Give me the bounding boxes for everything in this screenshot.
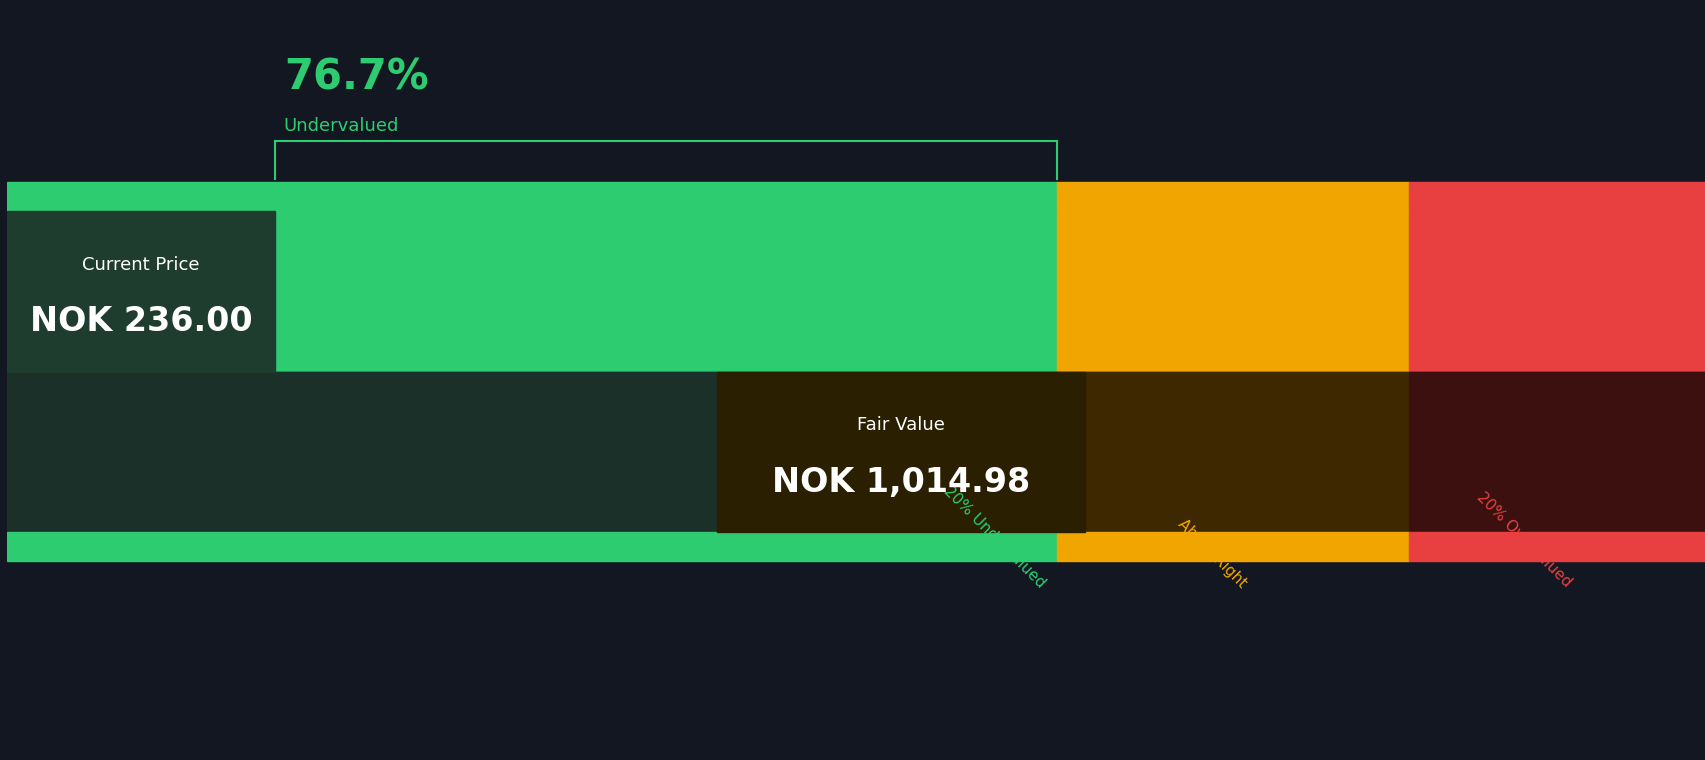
Bar bbox=[1057, 211, 1408, 372]
Text: NOK 236.00: NOK 236.00 bbox=[29, 306, 252, 338]
Bar bbox=[1057, 532, 1408, 561]
Bar bbox=[7, 182, 1057, 211]
Text: 20% Undervalued: 20% Undervalued bbox=[941, 483, 1049, 591]
Bar bbox=[7, 372, 1057, 532]
Bar bbox=[1408, 211, 1705, 372]
Text: Undervalued: Undervalued bbox=[283, 116, 399, 135]
Bar bbox=[7, 211, 1057, 372]
Bar bbox=[1408, 182, 1705, 211]
Text: NOK 1,014.98: NOK 1,014.98 bbox=[771, 466, 1030, 499]
Text: 76.7%: 76.7% bbox=[283, 57, 428, 99]
Text: 20% Overvalued: 20% Overvalued bbox=[1473, 490, 1574, 591]
Bar bbox=[1057, 182, 1408, 211]
Text: Current Price: Current Price bbox=[82, 256, 199, 274]
Bar bbox=[716, 372, 1084, 532]
Text: Fair Value: Fair Value bbox=[856, 416, 945, 434]
Text: About Right: About Right bbox=[1175, 516, 1250, 591]
Bar bbox=[1408, 372, 1705, 532]
Bar bbox=[1057, 372, 1408, 532]
Bar bbox=[7, 372, 1705, 532]
Bar bbox=[7, 532, 1057, 561]
Bar bbox=[7, 211, 275, 372]
Bar bbox=[1408, 532, 1705, 561]
